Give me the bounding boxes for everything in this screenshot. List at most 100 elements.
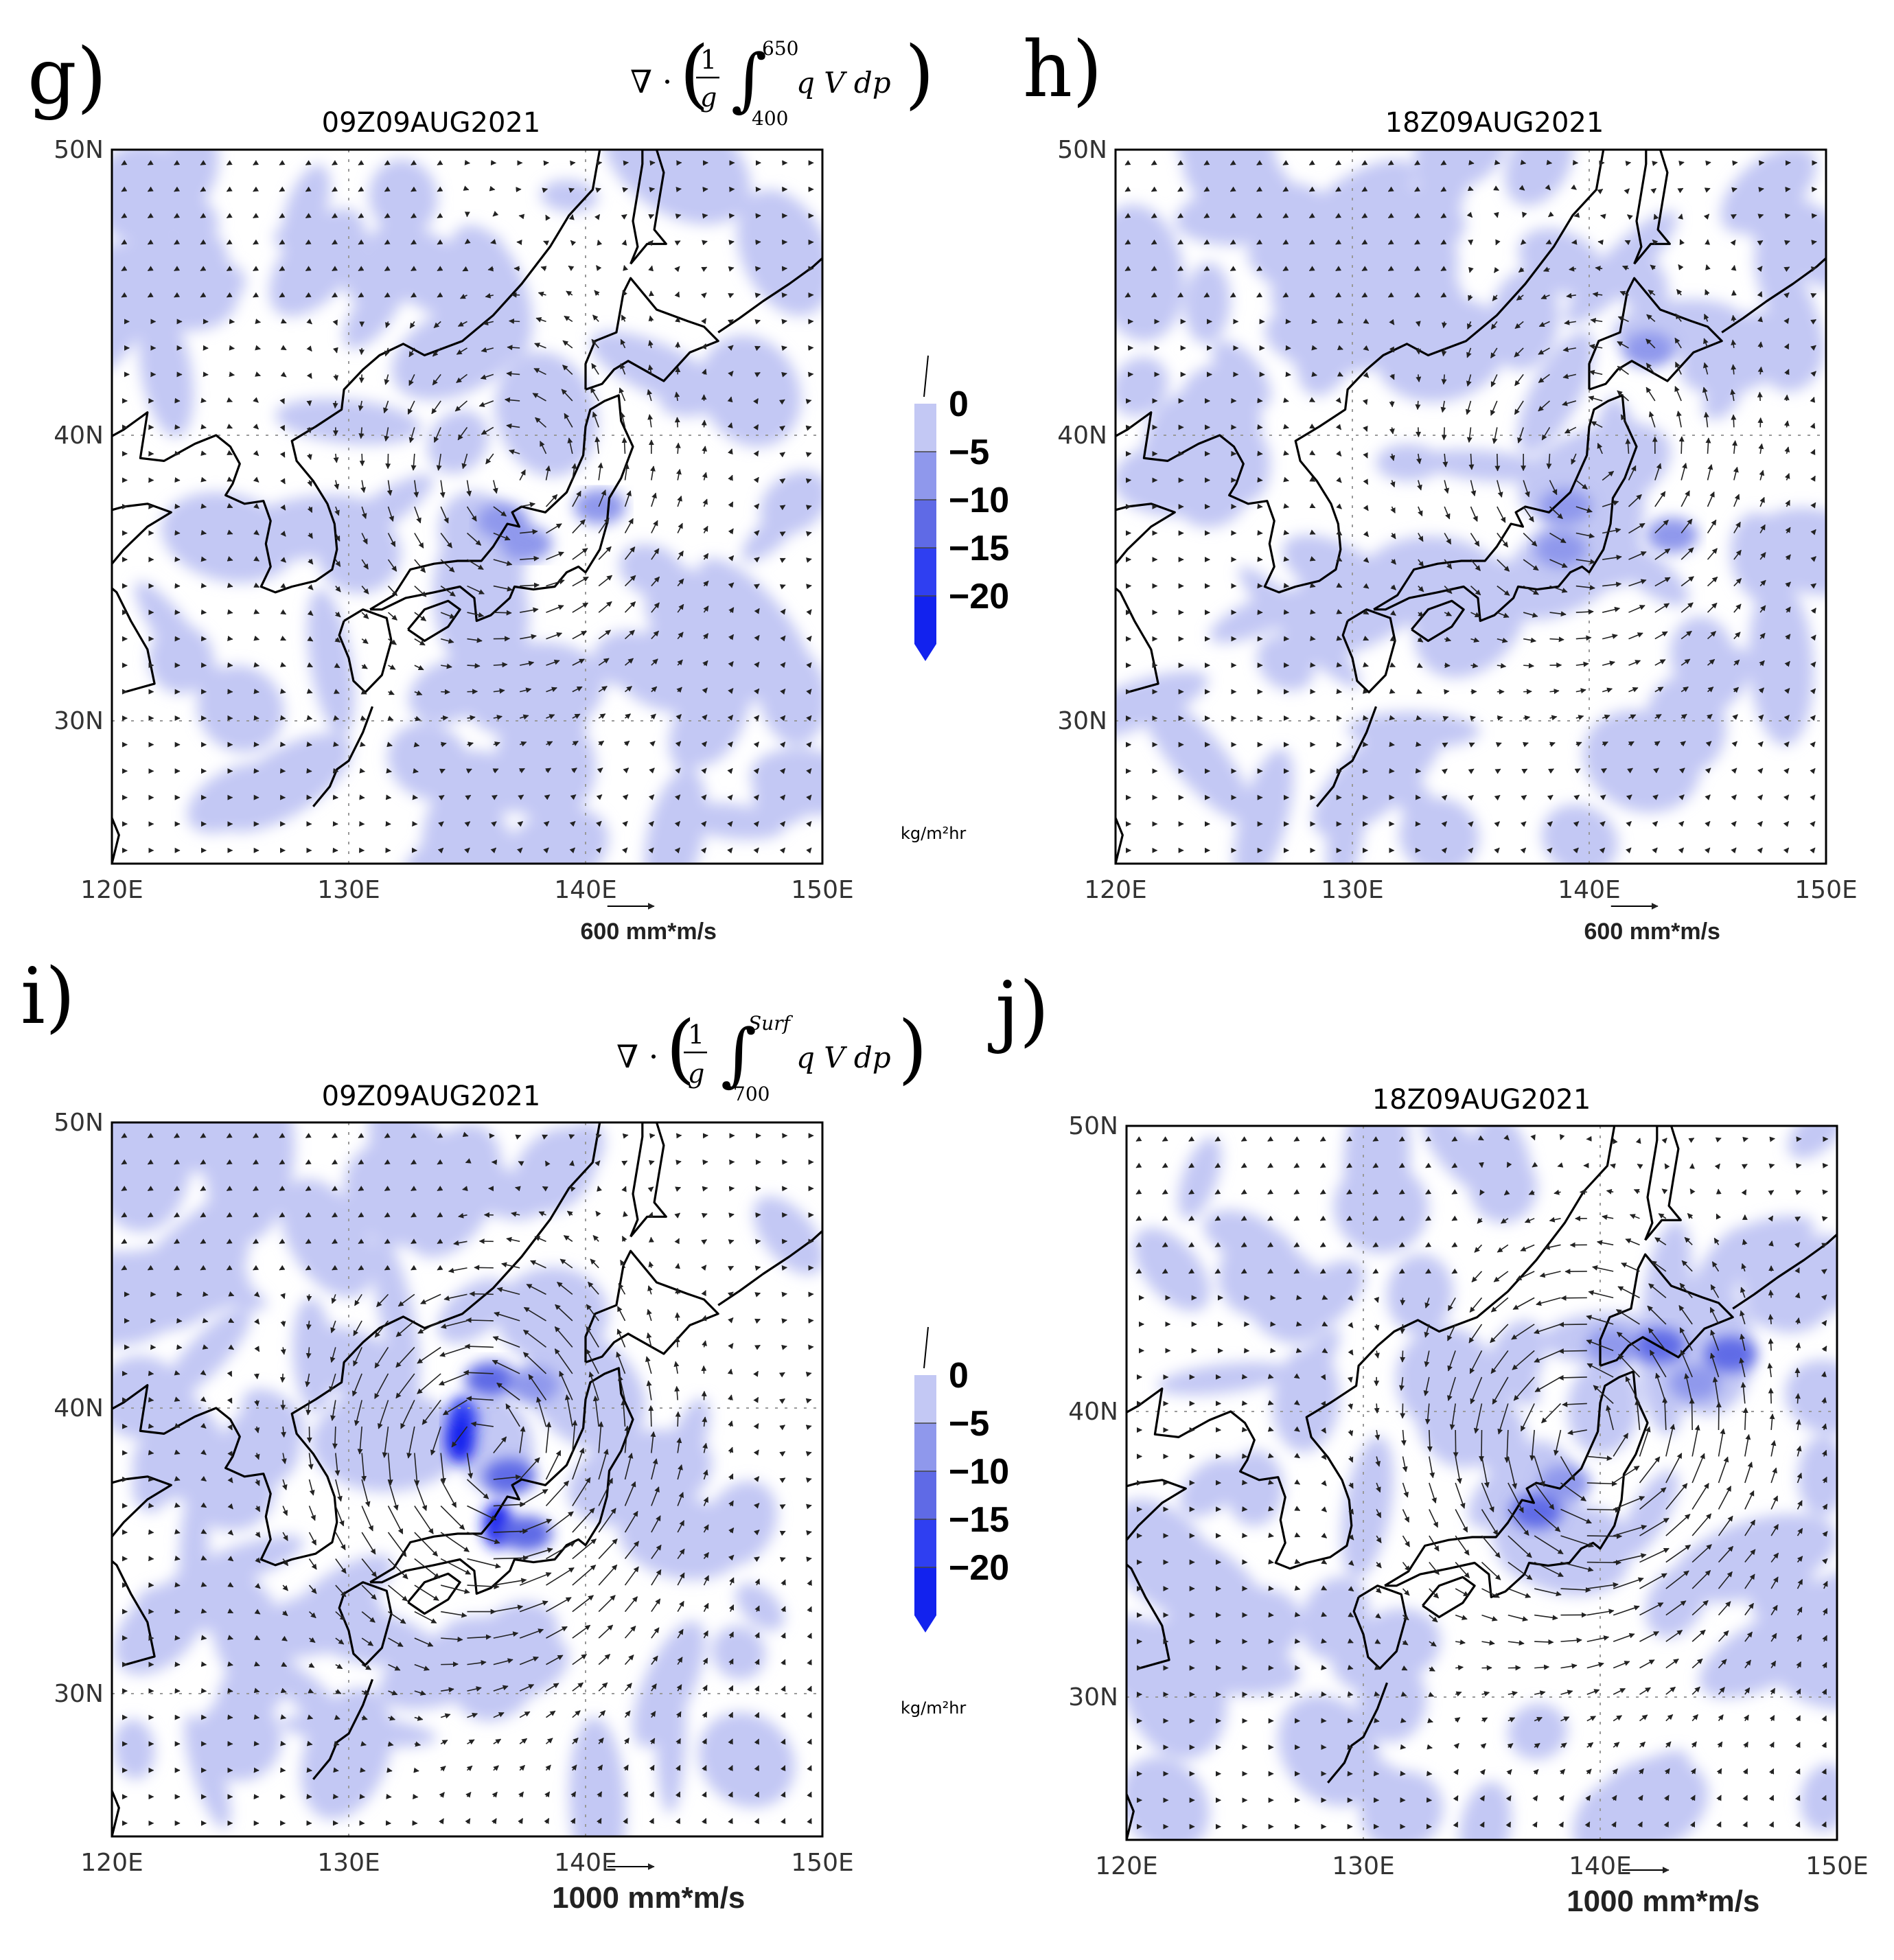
shading-strong [476,489,626,562]
y-tick-label: 30N [54,1680,104,1708]
x-tick-label: 120E [80,1849,143,1877]
colorbar-level-label: 0 [949,1356,969,1396]
shading-light [1116,150,1826,864]
panel-label-i: i) [21,952,76,1041]
colorbar-level-label: −20 [949,577,1009,616]
reference-vector-label: 1000 mm*m/s [552,1881,745,1915]
colorbar-upper: 0 −5 −10 −15 −20 kg/m²hr [901,355,1009,843]
reference-vector-label: 1000 mm*m/s [1567,1884,1759,1918]
svg-text:g: g [700,82,717,113]
x-tick-label: 120E [80,876,143,904]
panel-title-j: 18Z09AUG2021 [1372,1084,1591,1116]
map-panel-i: 120E 130E 140E 150E 50N 40N 30N 1000 mm*m/s [54,1109,853,1915]
y-tick-label: 30N [1057,707,1107,735]
x-tick-label: 140E [1569,1852,1631,1880]
colorbar-swatch [914,1423,936,1471]
colorbar-level-label: −10 [949,1452,1009,1492]
y-tick-label: 50N [54,1109,104,1137]
colorbar-unit: kg/m²hr [901,1698,966,1718]
colorbar-swatch [914,1519,936,1567]
svg-text:): ) [898,1004,927,1092]
coastline [1116,150,1826,864]
panel-title-i: 09Z09AUG2021 [322,1081,541,1112]
equation-upper: ∇ · ( 1 g ∫ 650 400 q V dp ) [630,30,934,130]
x-tick-label: 120E [1095,1852,1157,1880]
svg-text:∇ ·: ∇ · [630,63,672,100]
shading-light [112,150,822,864]
colorbar-swatch [914,1567,936,1615]
map-panel-h: 120E 130E 140E 150E 50N 40N 30N 600 mm*m/s [1057,136,1857,945]
colorbar-swatch [914,500,936,548]
x-tick-label: 150E [1794,876,1857,904]
x-tick-label: 130E [317,1849,380,1877]
shading-strong [1534,332,1698,568]
colorbar-level-label: −20 [949,1548,1009,1588]
y-tick-label: 40N [1057,422,1107,450]
svg-text:1: 1 [688,1019,704,1050]
svg-text:q V dp: q V dp [796,66,891,100]
x-tick-label: 130E [1321,876,1383,904]
colorbar-swatch [914,1471,936,1519]
panel-label-j: j) [988,966,1049,1055]
y-tick-label: 50N [1057,136,1107,164]
flux-vectors [121,1131,814,1826]
flux-vectors [1135,1133,1829,1830]
colorbar-swatch [914,452,936,500]
map-frame [1125,1125,1838,1841]
coastline [112,150,822,864]
x-tick-label: 120E [1084,876,1146,904]
panel-label-g: g) [27,32,106,122]
colorbar-level-label: −5 [949,1404,989,1444]
x-tick-label: 150E [1805,1852,1868,1880]
colorbar-unit: kg/m²hr [901,824,966,843]
equation-lower: ∇ · ( 1 g ∫ Surf 700 q V dp ) [616,1004,927,1105]
svg-text:(: ( [666,1004,695,1092]
svg-text:∫: ∫ [731,39,767,119]
map-panel-j: 120E 130E 140E 150E 50N 40N 30N 1000 mm*m/s [1068,1112,1868,1918]
x-tick-label: 140E [554,1849,616,1877]
svg-text:∇ ·: ∇ · [616,1038,658,1075]
panel-title-g: 09Z09AUG2021 [322,107,541,139]
y-tick-label: 40N [54,1394,104,1422]
svg-text:700: 700 [733,1083,770,1105]
colorbar-swatch [914,596,936,644]
colorbar-level-label: −15 [949,529,1009,568]
map-frame [111,148,824,865]
shading-light [112,1122,822,1836]
colorbar-level-label: −15 [949,1500,1009,1540]
x-tick-label: 130E [317,876,380,904]
y-tick-label: 30N [54,707,104,735]
flux-vectors [1124,159,1818,854]
reference-vector-label: 600 mm*m/s [581,919,717,945]
shading-light [1127,1126,1837,1840]
x-tick-label: 140E [554,876,616,904]
y-tick-label: 50N [1068,1112,1118,1140]
svg-text:1: 1 [700,45,717,75]
map-frame [111,1121,824,1838]
x-tick-label: 150E [791,876,853,904]
colorbar-lower: 0 −5 −10 −15 −20 kg/m²hr [901,1326,1009,1718]
colorbar-level-label: −10 [949,481,1009,520]
y-tick-label: 30N [1068,1683,1118,1711]
x-tick-label: 130E [1332,1852,1394,1880]
y-tick-label: 50N [54,136,104,164]
colorbar-level-label: −5 [949,433,989,472]
y-tick-label: 40N [1068,1398,1118,1426]
panel-label-h: h) [1023,25,1102,115]
colorbar-swatch [914,404,936,452]
svg-text:q V dp: q V dp [796,1041,891,1074]
colorbar-swatch [914,548,936,596]
svg-text:): ) [905,30,934,117]
shading-strong [445,1361,560,1552]
colorbar-level-label: 0 [949,384,969,424]
map-panel-g: 120E 130E 140E 150E 50N 40N 30N 600 mm*m/s [54,136,853,945]
svg-text:g: g [688,1059,704,1089]
svg-text:650: 650 [762,37,798,60]
x-tick-label: 150E [791,1849,853,1877]
reference-vector-label: 600 mm*m/s [1584,919,1720,945]
svg-text:400: 400 [752,107,788,130]
map-frame [1114,148,1827,865]
x-tick-label: 140E [1558,876,1620,904]
panel-title-h: 18Z09AUG2021 [1385,107,1604,139]
